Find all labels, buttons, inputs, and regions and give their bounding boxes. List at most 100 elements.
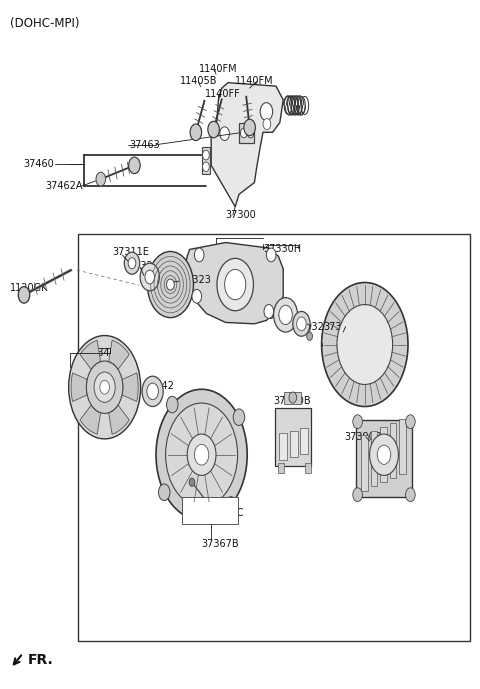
Circle shape bbox=[194, 248, 204, 262]
Circle shape bbox=[225, 497, 237, 513]
Text: 11405B: 11405B bbox=[180, 76, 217, 86]
Circle shape bbox=[203, 150, 209, 160]
Circle shape bbox=[244, 119, 255, 136]
Bar bbox=[361, 435, 368, 491]
Bar bbox=[371, 431, 377, 486]
Text: 1140FM: 1140FM bbox=[199, 64, 238, 74]
Text: (DOHC-MPI): (DOHC-MPI) bbox=[10, 17, 79, 30]
Circle shape bbox=[194, 444, 209, 465]
Bar bbox=[305, 463, 311, 473]
Circle shape bbox=[86, 361, 123, 413]
Circle shape bbox=[220, 127, 229, 141]
Polygon shape bbox=[80, 340, 101, 369]
Circle shape bbox=[140, 263, 159, 291]
Circle shape bbox=[156, 389, 247, 520]
Bar bbox=[275, 408, 311, 466]
Text: 37463: 37463 bbox=[130, 140, 160, 150]
Circle shape bbox=[128, 258, 136, 269]
Bar bbox=[380, 427, 387, 482]
Circle shape bbox=[158, 484, 170, 500]
Circle shape bbox=[208, 121, 219, 138]
Circle shape bbox=[18, 287, 30, 303]
Circle shape bbox=[190, 124, 202, 141]
Circle shape bbox=[100, 380, 109, 394]
Text: 37332: 37332 bbox=[293, 322, 324, 331]
Text: 37311E: 37311E bbox=[113, 247, 150, 257]
Text: 37300: 37300 bbox=[226, 210, 256, 220]
Text: 37334: 37334 bbox=[267, 311, 298, 320]
Circle shape bbox=[260, 103, 273, 121]
Polygon shape bbox=[71, 373, 87, 402]
Bar bbox=[399, 419, 406, 474]
Circle shape bbox=[289, 392, 297, 403]
Circle shape bbox=[274, 298, 298, 332]
Circle shape bbox=[247, 128, 254, 138]
Circle shape bbox=[147, 383, 158, 400]
Bar bbox=[202, 147, 210, 174]
Bar bbox=[390, 423, 396, 478]
Circle shape bbox=[69, 336, 141, 439]
Circle shape bbox=[217, 258, 253, 311]
Bar bbox=[182, 497, 238, 524]
Polygon shape bbox=[211, 83, 283, 207]
Circle shape bbox=[233, 409, 245, 426]
Circle shape bbox=[322, 282, 408, 407]
Polygon shape bbox=[185, 243, 283, 324]
Circle shape bbox=[124, 252, 140, 274]
Circle shape bbox=[240, 128, 247, 138]
Circle shape bbox=[406, 488, 415, 502]
Text: 37367B: 37367B bbox=[202, 539, 239, 549]
Circle shape bbox=[96, 172, 106, 186]
Polygon shape bbox=[122, 373, 138, 402]
Circle shape bbox=[307, 332, 312, 340]
Bar bbox=[78, 234, 470, 641]
Bar bbox=[290, 431, 298, 457]
Circle shape bbox=[203, 162, 209, 172]
Bar bbox=[356, 420, 412, 497]
Text: 37462A: 37462A bbox=[46, 181, 83, 191]
Circle shape bbox=[279, 305, 292, 325]
Circle shape bbox=[225, 269, 246, 300]
Polygon shape bbox=[80, 405, 101, 434]
Circle shape bbox=[167, 396, 178, 413]
Bar bbox=[278, 463, 284, 473]
Text: 1120GK: 1120GK bbox=[10, 283, 48, 293]
Bar bbox=[239, 123, 254, 143]
Text: 37342: 37342 bbox=[143, 381, 174, 391]
Polygon shape bbox=[108, 405, 129, 434]
Circle shape bbox=[370, 434, 398, 475]
Circle shape bbox=[189, 478, 195, 486]
Text: 37340: 37340 bbox=[85, 348, 116, 358]
Text: 37350B: 37350B bbox=[324, 322, 361, 331]
Circle shape bbox=[337, 305, 393, 384]
Circle shape bbox=[142, 376, 163, 407]
Circle shape bbox=[297, 317, 306, 331]
Text: 37390B: 37390B bbox=[345, 432, 382, 442]
Bar bbox=[284, 392, 301, 404]
Circle shape bbox=[353, 415, 362, 429]
Text: 37338C: 37338C bbox=[206, 508, 244, 517]
Text: 37323: 37323 bbox=[180, 275, 211, 285]
Bar bbox=[279, 433, 287, 460]
Circle shape bbox=[166, 403, 238, 506]
Text: 1140FF: 1140FF bbox=[205, 89, 240, 99]
Circle shape bbox=[192, 289, 202, 303]
Circle shape bbox=[129, 157, 140, 174]
Text: 37330H: 37330H bbox=[263, 245, 301, 254]
Text: 37370B: 37370B bbox=[274, 396, 311, 406]
Text: FR.: FR. bbox=[28, 653, 54, 667]
Text: 37321B: 37321B bbox=[129, 261, 166, 271]
Circle shape bbox=[147, 251, 193, 318]
Polygon shape bbox=[108, 340, 129, 369]
Circle shape bbox=[167, 279, 174, 290]
Circle shape bbox=[94, 372, 115, 402]
Circle shape bbox=[264, 305, 274, 318]
Bar bbox=[300, 428, 308, 454]
Text: 1140FM: 1140FM bbox=[235, 76, 274, 86]
Circle shape bbox=[263, 119, 271, 130]
Circle shape bbox=[353, 488, 362, 502]
Circle shape bbox=[377, 445, 391, 464]
Circle shape bbox=[187, 434, 216, 475]
Circle shape bbox=[293, 311, 310, 336]
Circle shape bbox=[406, 415, 415, 429]
